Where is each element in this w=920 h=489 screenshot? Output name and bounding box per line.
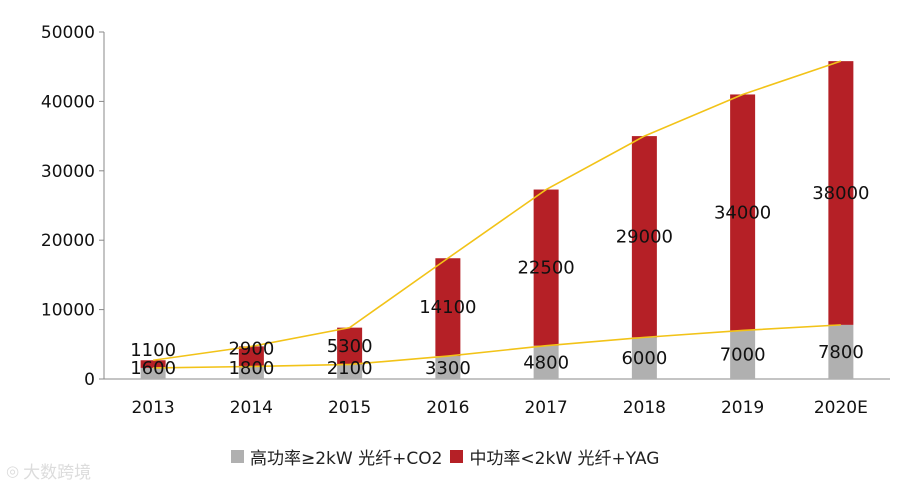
y-tick-label: 40000 xyxy=(41,92,95,112)
bar-mid-power[interactable] xyxy=(435,258,461,357)
data-label-mid-power: 22500 xyxy=(517,258,574,279)
data-label-high-power: 6000 xyxy=(621,348,667,369)
y-tick-label: 50000 xyxy=(41,23,95,43)
y-tick-label: 30000 xyxy=(41,162,95,182)
bar-mid-power[interactable] xyxy=(828,61,854,325)
data-label-mid-power: 34000 xyxy=(714,202,771,223)
bar-high-power[interactable] xyxy=(631,337,657,379)
legend-item-high-power[interactable]: 高功率≥2kW 光纤+CO2 xyxy=(231,444,442,469)
legend-swatch-high-power xyxy=(231,449,244,463)
y-tick-label: 0 xyxy=(84,370,95,390)
y-axis: 0 10000 20000 30000 40000 50000 xyxy=(41,23,105,390)
data-label-mid-power: 38000 xyxy=(812,183,869,204)
x-tick-label: 2018 xyxy=(623,398,666,418)
trend-line-mid-power xyxy=(153,60,842,362)
data-label-high-power: 2100 xyxy=(327,358,373,379)
y-tick-label: 20000 xyxy=(41,231,95,251)
data-label-high-power: 7800 xyxy=(818,342,864,363)
watermark-text: 大数跨境 xyxy=(23,463,92,483)
data-label-high-power: 7000 xyxy=(720,345,766,366)
x-tick-label: 2013 xyxy=(131,398,174,418)
data-label-mid-power: 1100 xyxy=(130,340,176,361)
legend-label-mid-power: 中功率<2kW 光纤+YAG xyxy=(469,448,660,469)
legend-swatch-mid-power xyxy=(450,449,464,463)
logo-icon: ◎ xyxy=(6,461,20,480)
trend-lines xyxy=(153,60,842,369)
data-label-high-power: 1600 xyxy=(130,358,176,379)
legend-item-mid-power[interactable]: 中功率<2kW 光纤+YAG xyxy=(450,444,659,469)
data-label-high-power: 3300 xyxy=(425,358,471,379)
bars xyxy=(140,61,854,379)
x-tick-label: 2016 xyxy=(426,398,469,418)
bar-high-power[interactable] xyxy=(337,364,363,379)
x-tick-label: 2020E xyxy=(814,398,868,418)
bar-mid-power[interactable] xyxy=(140,360,166,368)
bar-mid-power[interactable] xyxy=(730,94,756,331)
data-label-mid-power: 5300 xyxy=(327,336,373,357)
legend: 高功率≥2kW 光纤+CO2 中功率<2kW 光纤+YAG xyxy=(231,444,667,469)
bar-high-power[interactable] xyxy=(828,324,854,379)
bar-high-power[interactable] xyxy=(730,330,756,379)
data-label-mid-power: 14100 xyxy=(419,297,476,318)
bar-mid-power[interactable] xyxy=(337,327,363,365)
y-tick-label: 10000 xyxy=(41,301,95,321)
data-label-high-power: 4800 xyxy=(523,352,569,373)
x-axis: 2013 2014 2015 2016 2017 2018 2019 2020E xyxy=(104,378,890,418)
bar-high-power[interactable] xyxy=(140,367,166,379)
x-tick-label: 2015 xyxy=(328,398,371,418)
bar-mid-power[interactable] xyxy=(631,136,657,338)
x-tick-label: 2019 xyxy=(721,398,764,418)
bar-mid-power[interactable] xyxy=(533,189,559,346)
x-tick-label: 2014 xyxy=(230,398,273,418)
trend-line-high-power xyxy=(153,324,841,369)
bar-high-power[interactable] xyxy=(238,366,264,379)
watermark: ◎ 大数跨境 xyxy=(6,458,92,484)
data-label-high-power: 1800 xyxy=(228,358,274,379)
legend-label-high-power: 高功率≥2kW 光纤+CO2 xyxy=(250,448,443,469)
bar-high-power[interactable] xyxy=(435,356,461,379)
data-label-mid-power: 2900 xyxy=(228,339,274,360)
data-label-mid-power: 29000 xyxy=(616,227,673,248)
x-tick-label: 2017 xyxy=(524,398,567,418)
bar-mid-power[interactable] xyxy=(238,346,264,367)
bar-high-power[interactable] xyxy=(533,345,559,379)
